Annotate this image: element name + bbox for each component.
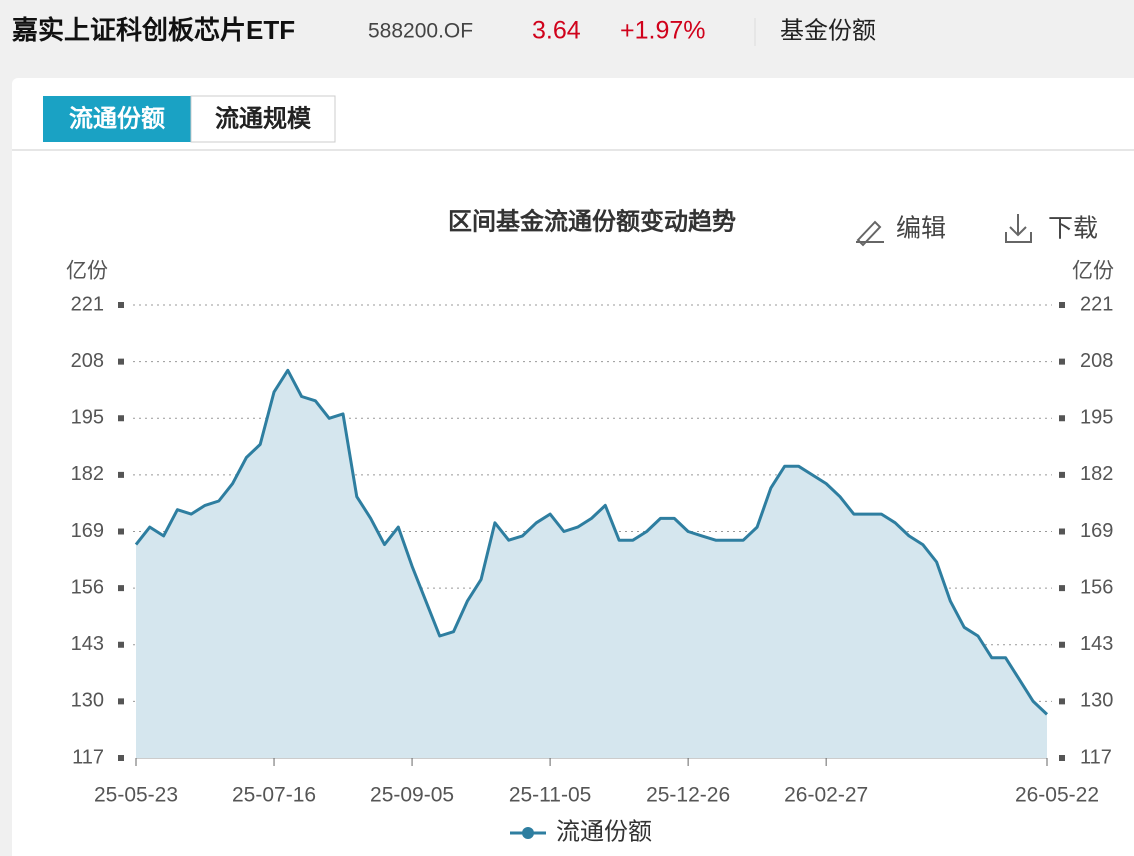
y2-tick-mark <box>1059 302 1065 308</box>
change: +1.97% <box>620 17 706 45</box>
x-tick-label: 25-09-05 <box>370 784 454 807</box>
y-tick-label: 208 <box>71 350 104 372</box>
y2-axis-label: 亿份 <box>1072 260 1114 283</box>
y-tick-mark <box>118 302 124 308</box>
tab[interactable] <box>190 95 336 143</box>
y2-tick-mark <box>1059 641 1065 648</box>
edit-action[interactable]: 编辑 <box>896 215 946 243</box>
y2-tick-label: 221 <box>1080 293 1113 315</box>
y-tick-mark <box>118 698 124 705</box>
y-tick-label: 156 <box>71 576 104 598</box>
y2-tick-mark <box>1059 585 1065 592</box>
y2-tick-label: 182 <box>1080 463 1113 485</box>
y2-tick-mark <box>1059 755 1065 761</box>
tab-label[interactable]: 流通份额 <box>69 105 165 132</box>
y-tick-mark <box>118 641 124 648</box>
y2-tick-mark <box>1059 471 1065 478</box>
y-tick-label: 221 <box>71 293 104 315</box>
y-tick-label: 169 <box>71 520 104 542</box>
x-tick-label: 25-07-16 <box>232 784 316 807</box>
y2-tick-label: 143 <box>1080 633 1113 655</box>
y2-tick-label: 156 <box>1080 576 1113 598</box>
y-tick-label: 130 <box>71 690 104 712</box>
y-tick-label: 143 <box>71 633 104 655</box>
tab-label[interactable]: 流通规模 <box>215 105 312 132</box>
y2-tick-label: 169 <box>1080 520 1113 542</box>
download-action[interactable]: 下载 <box>1048 215 1098 243</box>
tab-active[interactable] <box>43 96 191 142</box>
y2-tick-label: 208 <box>1080 350 1113 372</box>
x-tick-label: 25-05-23 <box>94 784 178 807</box>
y2-tick-mark <box>1059 698 1065 705</box>
section-title[interactable]: 基金份额 <box>780 17 876 44</box>
x-tick-label: 25-12-26 <box>646 784 730 807</box>
y-tick-mark <box>118 471 124 478</box>
line <box>134 368 1049 716</box>
x-tick-label: 26-05-22 <box>1015 784 1099 807</box>
y-tick-mark <box>118 358 124 365</box>
y2-tick-mark <box>1059 358 1065 365</box>
y-axis-label: 亿份 <box>66 260 108 283</box>
x-tick-label: 26-02-27 <box>784 784 868 807</box>
x-tick-label: 25-11-05 <box>509 784 592 807</box>
price: 3.64 <box>532 17 581 45</box>
legend-marker <box>522 827 534 839</box>
y-tick-mark <box>118 528 124 535</box>
y-tick-mark <box>118 415 124 422</box>
edit-icon[interactable] <box>856 220 884 247</box>
chart-title: 区间基金流通份额变动趋势 <box>448 207 736 235</box>
y-tick-mark <box>118 585 124 592</box>
download-icon[interactable] <box>1005 214 1032 243</box>
y-tick-label: 117 <box>72 746 104 768</box>
y-tick-label: 182 <box>71 463 104 485</box>
y2-tick-mark <box>1059 528 1065 535</box>
y2-tick-label: 195 <box>1080 407 1113 429</box>
y-tick-label: 195 <box>71 407 104 429</box>
fund-code: 588200.OF <box>368 20 473 43</box>
area <box>136 370 1047 758</box>
legend-label: 流通份额 <box>556 818 652 845</box>
y-tick-mark <box>118 755 124 761</box>
y2-tick-mark <box>1059 415 1065 422</box>
fund-name: 嘉实上证科创板芯片ETF <box>12 15 295 45</box>
y2-tick-label: 117 <box>1080 746 1112 768</box>
y2-tick-label: 130 <box>1080 690 1113 712</box>
